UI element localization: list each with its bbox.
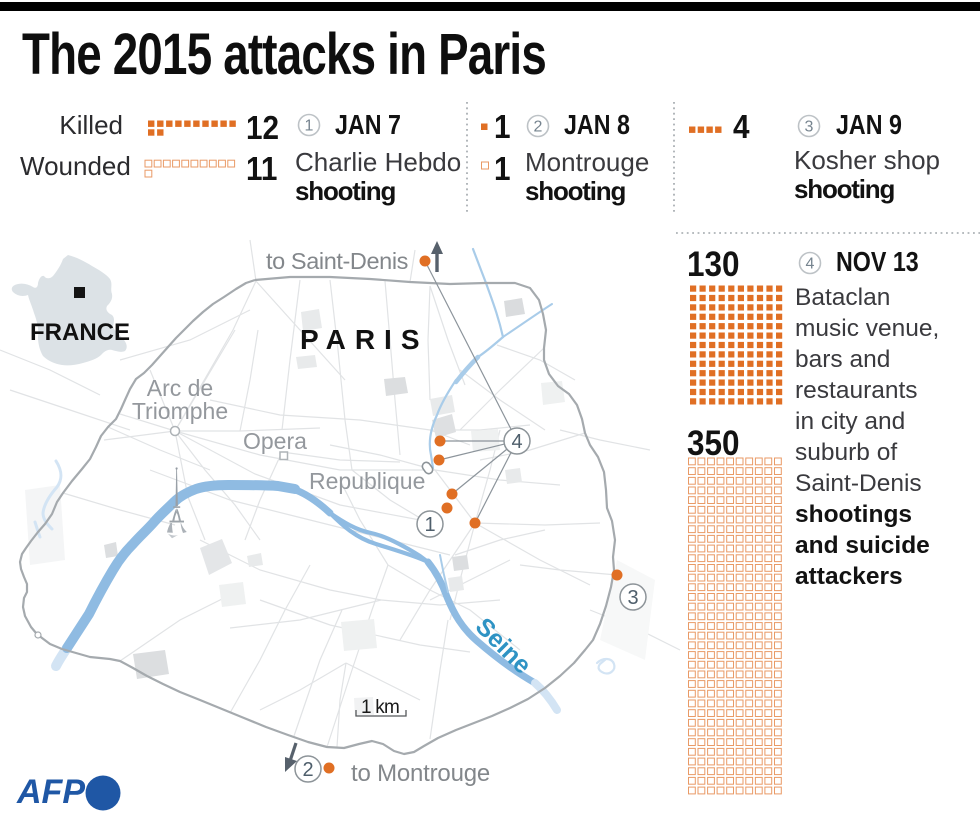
svg-text:3: 3 bbox=[805, 119, 814, 136]
svg-text:1: 1 bbox=[305, 118, 314, 135]
svg-text:4: 4 bbox=[806, 256, 815, 273]
svg-text:Triomphe: Triomphe bbox=[132, 398, 228, 424]
svg-text:AFP: AFP bbox=[16, 773, 85, 811]
svg-text:4: 4 bbox=[511, 431, 522, 453]
svg-text:2: 2 bbox=[534, 119, 543, 136]
svg-text:Republique: Republique bbox=[309, 468, 425, 494]
svg-text:Arc de: Arc de bbox=[147, 375, 213, 401]
svg-text:Opera: Opera bbox=[243, 428, 307, 454]
svg-text:3: 3 bbox=[627, 587, 638, 609]
svg-text:PARIS: PARIS bbox=[300, 324, 429, 355]
svg-text:to Saint-Denis: to Saint-Denis bbox=[266, 248, 408, 274]
svg-text:to Montrouge: to Montrouge bbox=[351, 760, 490, 787]
svg-text:1: 1 bbox=[424, 514, 435, 536]
svg-text:2: 2 bbox=[302, 759, 313, 781]
svg-text:FRANCE: FRANCE bbox=[30, 319, 130, 346]
svg-text:1 km: 1 km bbox=[361, 697, 399, 718]
